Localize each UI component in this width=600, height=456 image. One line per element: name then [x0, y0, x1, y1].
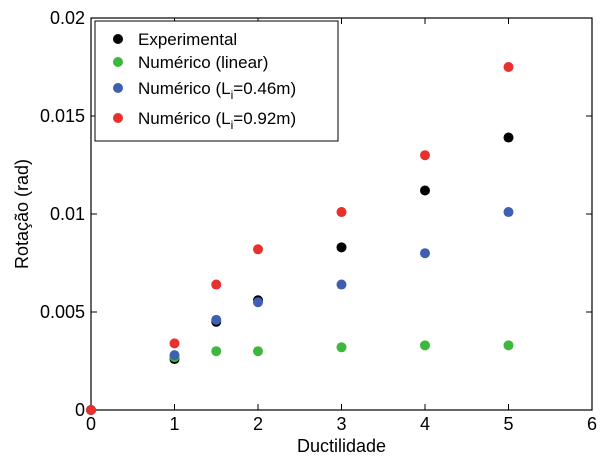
data-point-series-3 — [211, 279, 222, 290]
x-tick-label: 4 — [420, 414, 430, 434]
data-point-series-3 — [86, 405, 96, 415]
data-point-series-1 — [211, 346, 222, 357]
legend-box — [94, 20, 339, 142]
legend-marker — [113, 57, 123, 67]
y-axis-label: Rotação (rad) — [12, 159, 32, 269]
data-point-series-3 — [336, 207, 347, 218]
legend-label: Numérico (linear) — [138, 53, 268, 72]
data-point-series-2 — [503, 207, 514, 218]
data-point-series-3 — [503, 62, 514, 72]
data-point-series-1 — [336, 342, 347, 353]
legend-label: Numérico (Li=0.92m) — [138, 109, 296, 132]
data-point-series-1 — [420, 340, 430, 351]
data-point-series-0 — [503, 132, 514, 143]
legend-marker — [113, 83, 123, 93]
data-point-series-2 — [211, 314, 222, 325]
legend-marker — [113, 113, 123, 123]
data-point-series-0 — [420, 185, 430, 196]
data-point-series-3 — [253, 244, 263, 255]
legend-marker — [113, 34, 123, 44]
data-point-series-3 — [420, 150, 430, 161]
x-axis-label: Ductilidade — [297, 436, 386, 456]
legend-label: Numérico (Li=0.46m) — [138, 79, 296, 102]
data-point-series-0 — [336, 242, 347, 253]
data-point-series-1 — [503, 340, 514, 351]
x-tick-label: 1 — [169, 414, 179, 434]
data-point-series-2 — [420, 248, 430, 259]
y-tick-label: 0.005 — [40, 302, 85, 322]
data-point-series-1 — [253, 346, 263, 357]
data-points — [86, 62, 514, 415]
x-tick-label: 2 — [253, 414, 263, 434]
legend: Experimental Numérico (linear) Numérico (L… — [94, 20, 339, 142]
y-tick-label: 0 — [75, 400, 85, 420]
x-tick-label: 6 — [587, 414, 597, 434]
legend-label: Experimental — [138, 30, 237, 49]
ticks: 0 1 2 3 4 5 6 0 0.005 0.01 0.015 0.02 — [40, 8, 597, 434]
x-tick-label: 3 — [336, 414, 346, 434]
y-tick-label: 0.01 — [50, 204, 85, 224]
data-point-series-2 — [169, 350, 180, 361]
data-point-series-2 — [253, 297, 263, 308]
x-tick-label: 0 — [86, 414, 96, 434]
data-point-series-2 — [336, 279, 347, 290]
y-tick-label: 0.02 — [50, 8, 85, 28]
data-point-series-3 — [169, 338, 180, 349]
x-tick-label: 5 — [503, 414, 513, 434]
y-tick-label: 0.015 — [40, 106, 85, 126]
